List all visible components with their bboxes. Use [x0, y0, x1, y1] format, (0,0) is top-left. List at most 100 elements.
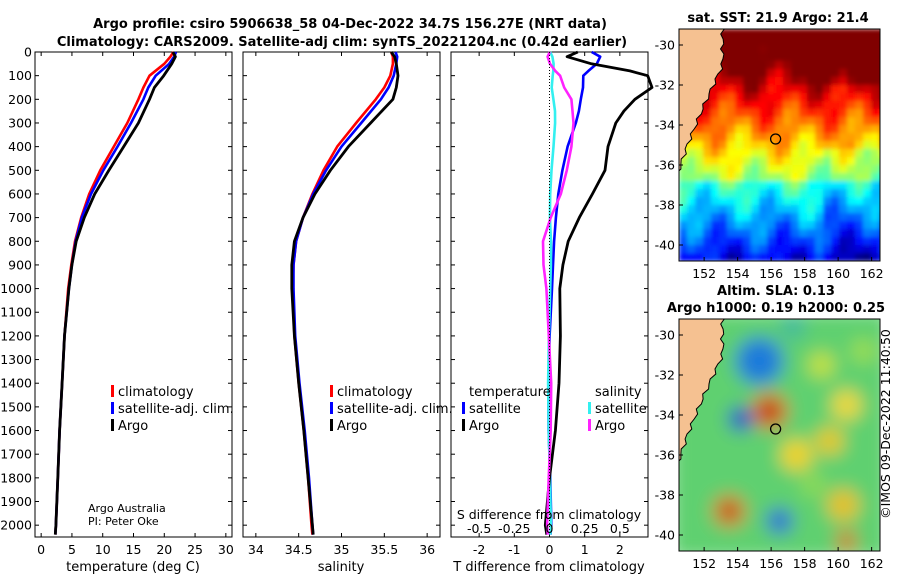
- sst-cell: [847, 117, 856, 126]
- sst-cell: [847, 69, 856, 78]
- sst-cell: [831, 205, 840, 214]
- difference-top-xlabel: S difference from climatology: [457, 507, 642, 522]
- sst-cell: [847, 245, 856, 254]
- sst-cell: [791, 29, 800, 38]
- sst-cell: [791, 109, 800, 118]
- s-diff-tick-label: 0.25: [571, 521, 599, 536]
- sst-cell: [719, 157, 728, 166]
- sst-cell: [703, 165, 712, 174]
- sst-cell: [687, 229, 696, 238]
- sst-cell: [815, 93, 824, 102]
- sst-cell: [807, 117, 816, 126]
- sst-cell: [743, 133, 752, 142]
- sst-cell: [719, 93, 728, 102]
- series-line-s-satellite: [546, 51, 557, 535]
- sst-cell: [815, 205, 824, 214]
- sst-cell: [783, 213, 792, 222]
- sst-cell: [775, 141, 784, 150]
- sst-cell: [815, 149, 824, 158]
- sst-cell: [863, 237, 872, 246]
- sst-cell: [847, 125, 856, 134]
- sst-cell: [807, 93, 816, 102]
- sla-map-title-line1: Altim. SLA: 0.13: [717, 284, 835, 299]
- sst-cell: [743, 173, 752, 182]
- sst-cell: [863, 149, 872, 158]
- sst-cell: [783, 149, 792, 158]
- sst-cell: [815, 253, 824, 261]
- sst-cell: [743, 149, 752, 158]
- sst-cell: [847, 101, 856, 110]
- sst-cell: [871, 93, 880, 102]
- sst-cell: [807, 197, 816, 206]
- sst-cell: [831, 237, 840, 246]
- sst-cell: [839, 221, 848, 230]
- sst-cell: [775, 69, 784, 78]
- sst-cell: [791, 245, 800, 254]
- sst-cell: [839, 29, 848, 38]
- map-y-tick-label: -36: [655, 448, 675, 463]
- sst-cell: [735, 77, 744, 86]
- sst-cell: [751, 69, 760, 78]
- sst-cell: [735, 149, 744, 158]
- sst-cell: [679, 157, 688, 166]
- map-x-tick-label: 162: [860, 556, 884, 571]
- sst-cell: [783, 29, 792, 38]
- sst-cell: [783, 229, 792, 238]
- x-tick-label: 20: [156, 542, 172, 557]
- sst-cell: [791, 221, 800, 230]
- sst-cell: [759, 213, 768, 222]
- sst-cell: [695, 205, 704, 214]
- sst-cell: [687, 245, 696, 254]
- sst-cell: [759, 157, 768, 166]
- sst-cell: [695, 149, 704, 158]
- sst-cell: [759, 29, 768, 38]
- y-tick-label: 1600: [0, 423, 32, 438]
- sla-anomaly: [729, 407, 753, 431]
- sst-cell: [855, 133, 864, 142]
- sst-cell: [855, 245, 864, 254]
- sst-cell: [799, 77, 808, 86]
- sst-cell: [751, 213, 760, 222]
- sst-cell: [847, 189, 856, 198]
- sst-cell: [703, 157, 712, 166]
- x-tick-label: 25: [187, 542, 203, 557]
- x-tick-label: 2: [616, 542, 624, 557]
- temperature-axes: 0 5 10 15 20 25 300100200300400500600700800900…: [0, 45, 234, 558]
- map-y-tick-label: -34: [655, 118, 675, 133]
- sst-cell: [783, 37, 792, 46]
- sst-cell: [743, 37, 752, 46]
- temperature-legend: climatology satellite-adj. clim. Argo: [111, 385, 234, 434]
- sst-cell: [751, 45, 760, 54]
- sst-cell: [783, 237, 792, 246]
- sst-cell: [791, 197, 800, 206]
- sst-cell: [799, 181, 808, 190]
- sst-cell: [751, 109, 760, 118]
- sst-cell: [775, 213, 784, 222]
- sst-cell: [807, 237, 816, 246]
- sst-cell: [759, 69, 768, 78]
- sst-cell: [871, 133, 880, 142]
- sst-cell: [839, 93, 848, 102]
- y-tick-label: 1900: [0, 494, 32, 509]
- sst-cell: [711, 157, 720, 166]
- sst-cell: [815, 189, 824, 198]
- sst-cell: [727, 61, 736, 70]
- sst-cell: [759, 61, 768, 70]
- sst-cell: [807, 229, 816, 238]
- sst-cell: [751, 61, 760, 70]
- sst-cell: [823, 253, 832, 261]
- sst-cell: [799, 205, 808, 214]
- sst-cell: [767, 237, 776, 246]
- s-diff-tick-label: -0.5: [467, 521, 491, 536]
- sst-cell: [847, 133, 856, 142]
- sst-cell: [807, 189, 816, 198]
- sst-cell: [679, 245, 688, 254]
- sst-cell: [767, 197, 776, 206]
- sst-cell: [871, 77, 880, 86]
- sst-cell: [799, 237, 808, 246]
- sst-cell: [807, 109, 816, 118]
- sst-cell: [711, 141, 720, 150]
- x-tick-label: 36: [419, 542, 435, 557]
- x-tick-label: 10: [95, 542, 111, 557]
